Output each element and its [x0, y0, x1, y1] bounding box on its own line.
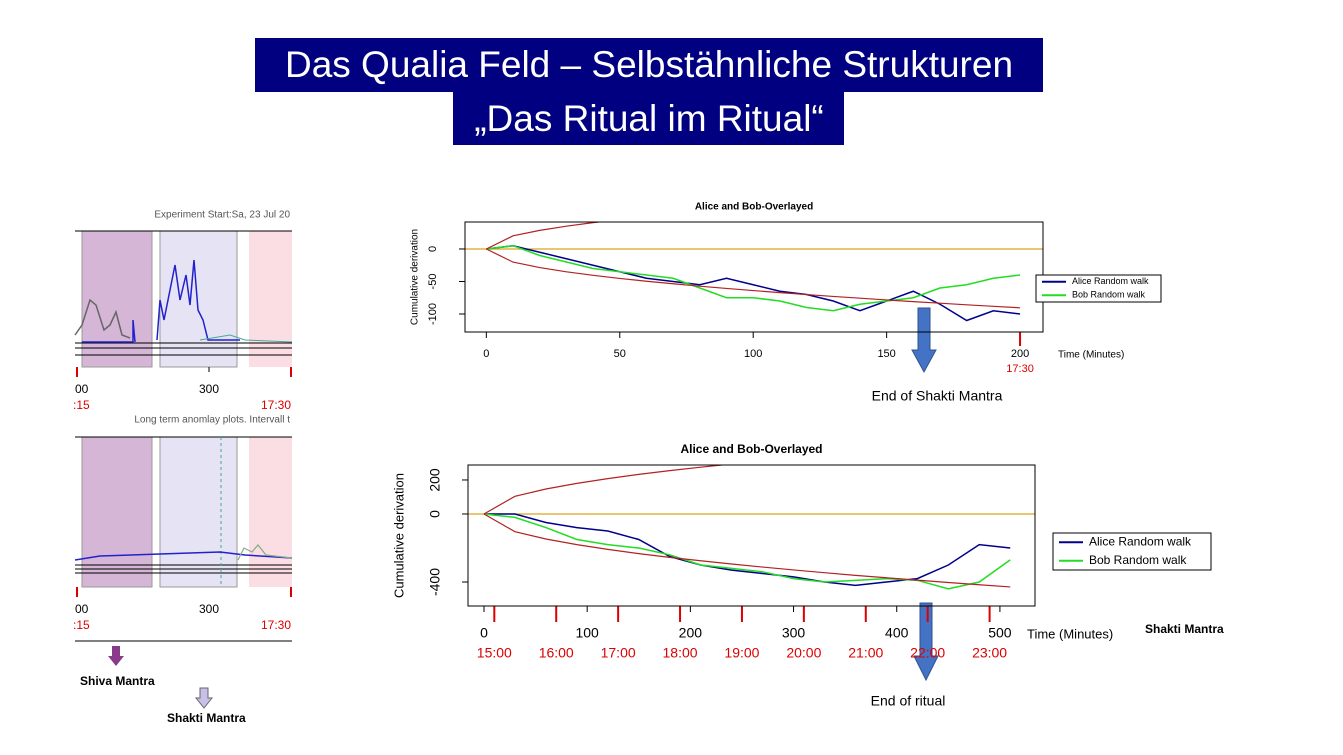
y-tick-label: 200 [427, 468, 443, 492]
y-axis-label: Cumulative derivation [391, 473, 406, 598]
time-label: 17:30 [261, 398, 291, 412]
series-line [486, 222, 604, 250]
time-tick-label: 22:00 [910, 645, 945, 661]
y-tick-label: 0 [427, 510, 443, 518]
x-tick-label: 300 [782, 625, 806, 641]
arrow [913, 602, 939, 682]
plot-frame [467, 464, 1036, 607]
x-axis-label: Time (Minutes) [1027, 626, 1113, 641]
tick-label: 00 [75, 602, 89, 616]
time-tick-label: 23:00 [972, 645, 1007, 661]
arrow [108, 646, 124, 666]
annotation: End of ritual [871, 693, 946, 709]
slide-title: Das Qualia Feld – Selbstähnliche Struktu… [285, 44, 1013, 85]
chart-title: Alice and Bob-Overlayed [695, 202, 813, 213]
time-tick-label: 19:00 [724, 645, 759, 661]
panel-title: Long term anomlay plots. Intervall t [134, 415, 290, 426]
legend-label: Alice Random walk [1072, 276, 1149, 286]
label: Shakti Mantra [1145, 622, 1224, 636]
tick-label: 00 [75, 382, 89, 396]
tick-label: 300 [199, 382, 219, 396]
x-tick-label: 400 [885, 625, 909, 641]
time-label: 17:30 [261, 618, 291, 632]
legend-label: Bob Random walk [1089, 553, 1187, 567]
arrow [911, 307, 937, 374]
title-band [453, 92, 844, 145]
x-tick-label: 200 [679, 625, 703, 641]
label: Shakti Mantra [167, 711, 246, 725]
y-tick-label: -100 [427, 303, 439, 325]
panel-title: Experiment Start:Sa, 23 Jul 20 [154, 210, 290, 221]
series-line [483, 513, 1011, 588]
arrow [194, 687, 214, 709]
x-tick-label: 100 [575, 625, 599, 641]
x-tick-label: 200 [1011, 348, 1029, 360]
time-tick-label: 20:00 [786, 645, 821, 661]
y-tick-label: 0 [427, 246, 439, 252]
plot-frame [464, 221, 1044, 333]
x-tick-label: 50 [614, 348, 626, 360]
left-panel: Long term anomlay plots. Intervall t 00 … [73, 415, 293, 642]
label: Shiva Mantra [80, 674, 155, 688]
x-axis-label: Time (Minutes) [1058, 350, 1124, 361]
legend-label: Alice Random walk [1089, 534, 1192, 548]
y-tick-label: -400 [427, 568, 443, 596]
y-tick-label: -50 [427, 274, 439, 290]
time-tick-label: 15:00 [477, 645, 512, 661]
slide-title: „Das Ritual im Ritual“ [474, 98, 824, 139]
time-tick-label: 18:00 [663, 645, 698, 661]
series-line [483, 513, 1011, 587]
plot-area [486, 222, 1021, 322]
x-tick-label: 150 [877, 348, 895, 360]
series-line [486, 244, 1021, 322]
title-band [255, 38, 1043, 92]
x-tick-label: 0 [483, 348, 489, 360]
time-label: :15 [73, 618, 90, 632]
y-axis-label: Cumulative derivation [410, 229, 421, 325]
time-tick-label: 17:00 [601, 645, 636, 661]
legend-label: Bob Random walk [1072, 290, 1146, 300]
annotation: End of Shakti Mantra [872, 388, 1003, 404]
plot-area [483, 465, 1011, 590]
left-panel: Experiment Start:Sa, 23 Jul 20 00 300 :1… [73, 210, 293, 412]
x-tick-label: 0 [480, 625, 488, 641]
series-line [483, 513, 1011, 590]
chart-title: Alice and Bob-Overlayed [680, 442, 822, 456]
time-label: :15 [73, 398, 90, 412]
series-line [486, 244, 1021, 312]
tick-label: 300 [199, 602, 219, 616]
series-line [483, 465, 728, 515]
legend-box [1052, 532, 1212, 571]
x-tick-label: 100 [744, 348, 762, 360]
x-tick-label: 500 [988, 625, 1012, 641]
time-tick-label: 17:30 [1006, 363, 1034, 375]
time-tick-label: 21:00 [848, 645, 883, 661]
series-line [486, 248, 1021, 309]
legend-box [1035, 274, 1162, 303]
time-tick-label: 16:00 [539, 645, 574, 661]
